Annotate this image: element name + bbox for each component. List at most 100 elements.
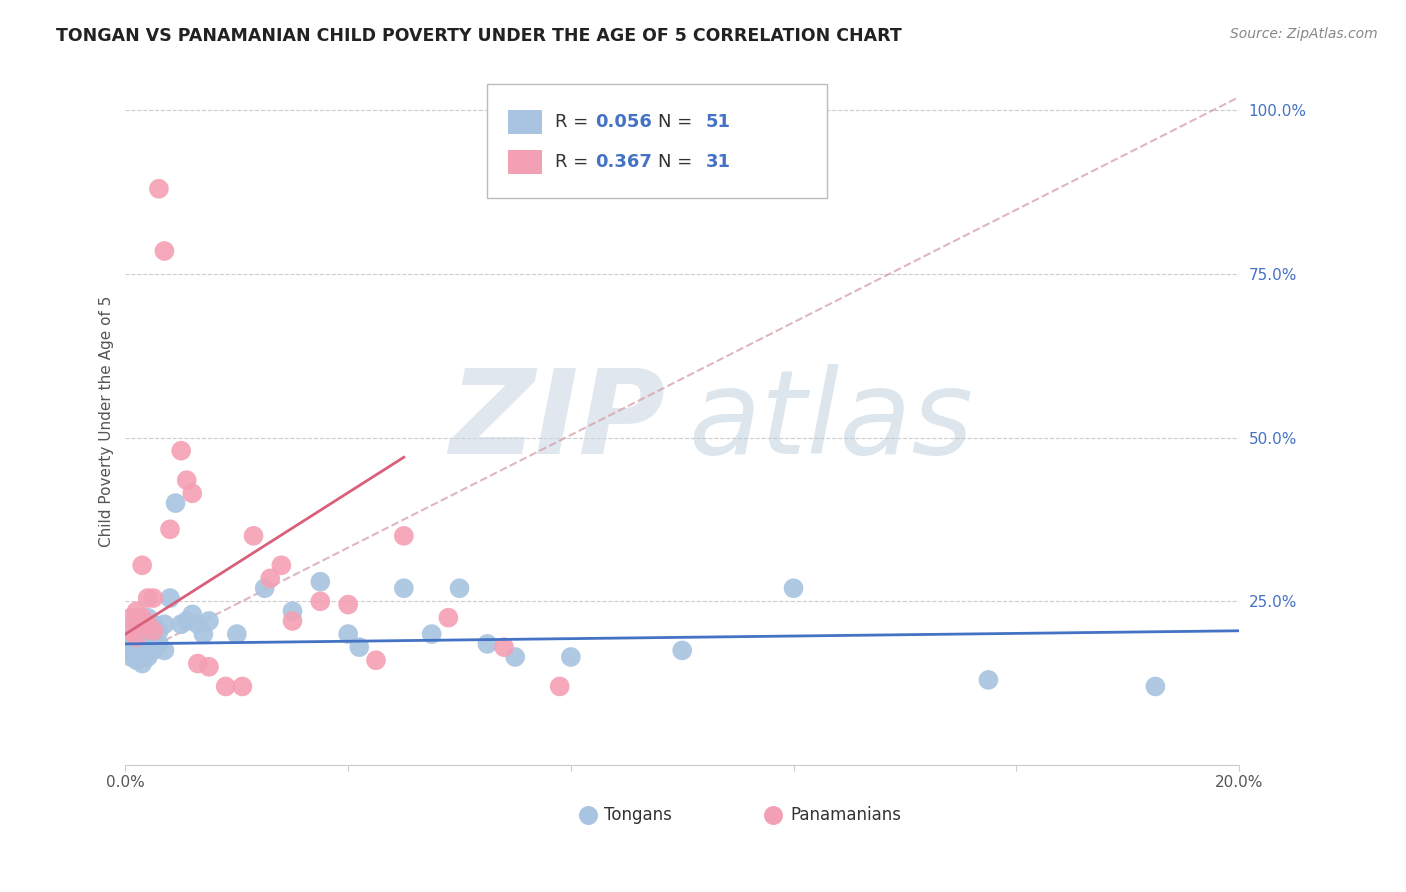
Point bbox=[270, 558, 292, 573]
Point bbox=[125, 624, 148, 638]
FancyBboxPatch shape bbox=[488, 85, 827, 198]
Point bbox=[231, 680, 253, 694]
Point bbox=[198, 660, 221, 674]
Point bbox=[392, 581, 415, 595]
Point bbox=[187, 657, 209, 671]
Text: Tongans: Tongans bbox=[605, 805, 672, 823]
Text: TONGAN VS PANAMANIAN CHILD POVERTY UNDER THE AGE OF 5 CORRELATION CHART: TONGAN VS PANAMANIAN CHILD POVERTY UNDER… bbox=[56, 27, 903, 45]
Point bbox=[125, 633, 148, 648]
Point bbox=[142, 591, 165, 605]
Point bbox=[125, 630, 148, 644]
Point bbox=[671, 643, 693, 657]
Text: R =: R = bbox=[555, 153, 595, 171]
Point bbox=[253, 581, 276, 595]
FancyBboxPatch shape bbox=[509, 111, 541, 134]
Point bbox=[136, 610, 159, 624]
Point bbox=[548, 680, 571, 694]
Point bbox=[349, 640, 371, 655]
Text: 0.056: 0.056 bbox=[595, 113, 652, 131]
Point bbox=[148, 182, 170, 196]
Point bbox=[242, 529, 264, 543]
Point bbox=[420, 627, 443, 641]
Point bbox=[165, 496, 187, 510]
Point bbox=[131, 558, 153, 573]
Point bbox=[977, 673, 1000, 687]
Point bbox=[136, 650, 159, 665]
Point bbox=[259, 571, 281, 585]
Point bbox=[120, 637, 142, 651]
Text: ZIP: ZIP bbox=[450, 364, 665, 479]
FancyBboxPatch shape bbox=[509, 151, 541, 174]
Text: N =: N = bbox=[658, 113, 697, 131]
Text: R =: R = bbox=[555, 113, 595, 131]
Point bbox=[142, 624, 165, 638]
Point bbox=[437, 610, 460, 624]
Point bbox=[181, 607, 204, 622]
Point bbox=[153, 643, 176, 657]
Point bbox=[131, 610, 153, 624]
Point bbox=[193, 627, 215, 641]
Point bbox=[153, 244, 176, 258]
Point bbox=[337, 598, 360, 612]
Point bbox=[503, 650, 526, 665]
Point bbox=[281, 604, 304, 618]
Point bbox=[159, 591, 181, 605]
Point bbox=[136, 617, 159, 632]
Point bbox=[142, 617, 165, 632]
Point bbox=[477, 637, 499, 651]
Point bbox=[120, 650, 142, 665]
Point bbox=[136, 591, 159, 605]
Point bbox=[120, 624, 142, 638]
Point bbox=[309, 574, 332, 589]
Point bbox=[1144, 680, 1167, 694]
Point bbox=[215, 680, 238, 694]
Point bbox=[142, 643, 165, 657]
Point bbox=[449, 581, 471, 595]
Text: N =: N = bbox=[658, 153, 697, 171]
Point bbox=[181, 486, 204, 500]
Point bbox=[125, 604, 148, 618]
Point bbox=[148, 624, 170, 638]
Point bbox=[492, 640, 515, 655]
Point bbox=[131, 624, 153, 638]
Point bbox=[782, 581, 804, 595]
Point bbox=[142, 627, 165, 641]
Point bbox=[125, 643, 148, 657]
Point bbox=[159, 522, 181, 536]
Point bbox=[337, 627, 360, 641]
Text: Source: ZipAtlas.com: Source: ZipAtlas.com bbox=[1230, 27, 1378, 41]
Text: 0.367: 0.367 bbox=[595, 153, 652, 171]
Y-axis label: Child Poverty Under the Age of 5: Child Poverty Under the Age of 5 bbox=[100, 295, 114, 547]
Text: 51: 51 bbox=[706, 113, 731, 131]
Point bbox=[136, 630, 159, 644]
Point bbox=[225, 627, 247, 641]
Point bbox=[176, 473, 198, 487]
Point bbox=[392, 529, 415, 543]
Text: atlas: atlas bbox=[688, 364, 973, 478]
Point bbox=[131, 617, 153, 632]
Point bbox=[120, 643, 142, 657]
Point bbox=[364, 653, 387, 667]
Point bbox=[131, 630, 153, 644]
Point bbox=[176, 614, 198, 628]
Point bbox=[125, 610, 148, 624]
Point bbox=[153, 617, 176, 632]
Point bbox=[170, 443, 193, 458]
Point bbox=[136, 640, 159, 655]
Point bbox=[148, 637, 170, 651]
Point bbox=[125, 653, 148, 667]
Point bbox=[560, 650, 582, 665]
Point bbox=[198, 614, 221, 628]
Point bbox=[131, 657, 153, 671]
Point bbox=[136, 620, 159, 634]
Point bbox=[120, 630, 142, 644]
Point bbox=[131, 643, 153, 657]
Point bbox=[131, 637, 153, 651]
Text: 31: 31 bbox=[706, 153, 731, 171]
Point bbox=[170, 617, 193, 632]
Point bbox=[309, 594, 332, 608]
Point bbox=[120, 610, 142, 624]
Point bbox=[281, 614, 304, 628]
Point bbox=[187, 617, 209, 632]
Text: Panamanians: Panamanians bbox=[790, 805, 901, 823]
